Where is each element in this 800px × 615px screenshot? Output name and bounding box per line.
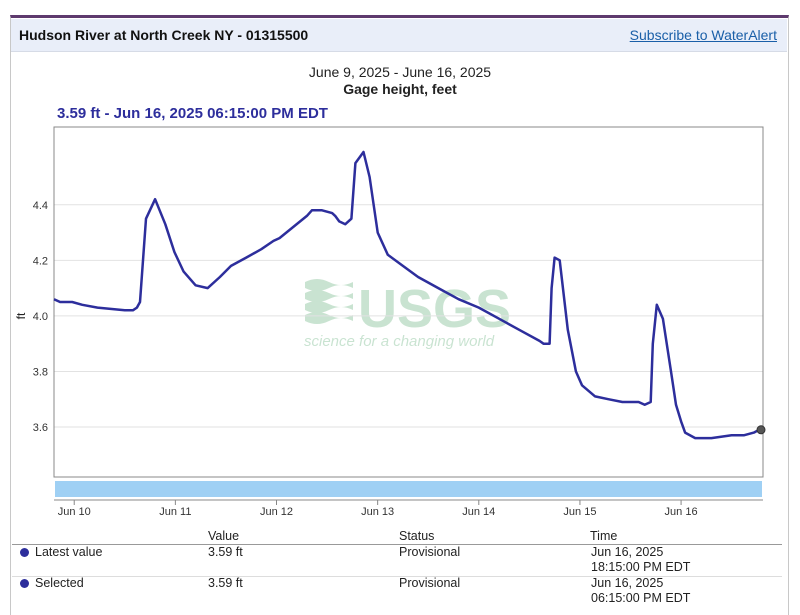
y-tick-label: 4.4	[33, 200, 48, 212]
header-time: Time	[590, 529, 618, 543]
x-tick-label: Jun 14	[462, 506, 495, 518]
row-time-clock: 18:15:00 PM EDT	[591, 560, 691, 574]
usgs-watermark: USGS science for a changing world	[304, 279, 511, 350]
row-time-date: Jun 16, 2025	[591, 545, 664, 559]
row-time-clock: 06:15:00 PM EDT	[591, 591, 691, 605]
y-axis-label: ft	[14, 312, 28, 319]
panel-header: Hudson River at North Creek NY - 0131550…	[11, 19, 787, 52]
plot-area	[53, 126, 764, 478]
chart-panel	[10, 15, 789, 615]
row-value: 3.59 ft	[208, 576, 243, 590]
x-tick-label: Jun 16	[665, 506, 698, 518]
row-label: Latest value	[35, 545, 103, 559]
row-label: Selected	[35, 576, 84, 590]
site-title: Hudson River at North Creek NY - 0131550…	[19, 27, 309, 43]
x-axis: Jun 10 Jun 11 Jun 12 Jun 13 Jun 14 Jun 15 Jun …	[58, 500, 698, 518]
subscribe-link[interactable]: Subscribe to WaterAlert	[629, 27, 777, 43]
header-value: Value	[208, 529, 240, 543]
y-tick-label: 4.2	[33, 255, 48, 267]
table-row[interactable]: Selected 3.59 ft Provisional Jun 16, 202…	[12, 576, 782, 606]
chart-title: Gage height, feet	[343, 81, 457, 97]
usgs-tagline: science for a changing world	[304, 333, 495, 350]
gage-height-line[interactable]	[53, 150, 761, 440]
x-tick-label: Jun 10	[58, 506, 91, 518]
row-status: Provisional	[399, 545, 461, 559]
x-tick-label: Jun 13	[361, 506, 394, 518]
series-dot-icon	[20, 548, 29, 557]
y-tick-label: 3.6	[33, 422, 48, 434]
row-value: 3.59 ft	[208, 545, 243, 559]
usgs-logo-icon	[305, 279, 353, 324]
series-dot-icon	[20, 579, 29, 588]
y-axis: 3.6 3.8 4.0 4.2 4.4	[33, 200, 48, 434]
y-tick-label: 4.0	[33, 311, 48, 323]
latest-value-marker[interactable]	[756, 425, 766, 435]
table-header: Value Status Time	[12, 529, 784, 545]
row-status: Provisional	[399, 576, 461, 590]
x-tick-label: Jun 15	[563, 506, 596, 518]
y-tick-label: 3.8	[33, 366, 48, 378]
header-divider	[12, 544, 782, 545]
y-gridlines	[54, 204, 763, 428]
row-divider	[12, 576, 782, 577]
row-time-date: Jun 16, 2025	[591, 576, 664, 590]
table-row[interactable]: Latest value 3.59 ft Provisional Jun 16,…	[12, 545, 782, 577]
x-tick-label: Jun 12	[260, 506, 293, 518]
value-readout: 3.59 ft - Jun 16, 2025 06:15:00 PM EDT	[57, 105, 328, 122]
usgs-logo-text: USGS	[358, 279, 511, 339]
header-status: Status	[399, 529, 435, 543]
range-navigator[interactable]	[55, 481, 762, 497]
hydrograph-chart[interactable]: USGS science for a changing world 3.6 3.8…	[0, 0, 800, 530]
x-tick-label: Jun 11	[159, 506, 191, 518]
chart-subtitle: June 9, 2025 - June 16, 2025	[308, 64, 492, 80]
